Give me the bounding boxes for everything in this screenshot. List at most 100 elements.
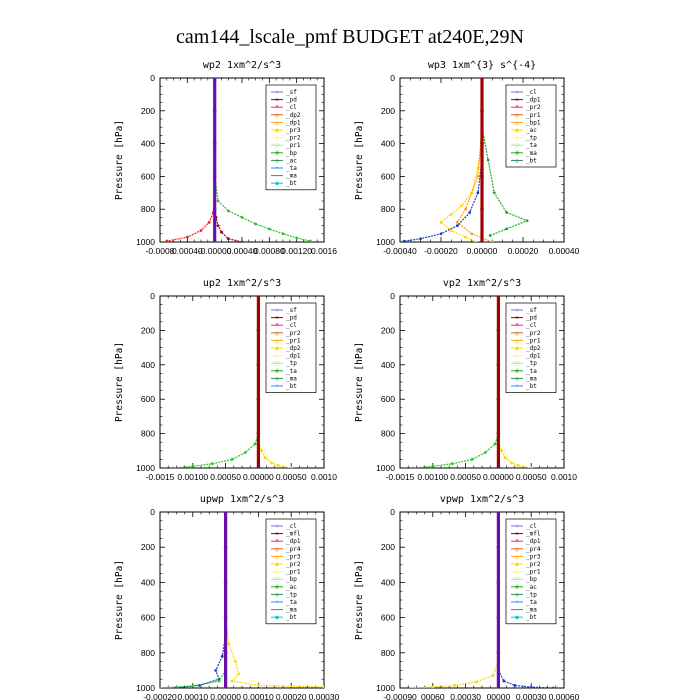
y-tick-label: 200	[141, 325, 155, 335]
data-point	[496, 363, 501, 367]
data-point	[199, 229, 203, 232]
legend-label: _sf	[286, 89, 297, 96]
data-point	[223, 651, 228, 655]
data-point	[491, 674, 495, 678]
x-tick-label: 0.00060	[549, 692, 580, 700]
legend-marker: ●	[275, 561, 279, 568]
data-point	[431, 464, 435, 468]
data-point	[160, 686, 162, 688]
legend-label: _ma	[526, 150, 537, 157]
data-point	[488, 234, 492, 237]
panel-3: up2 1xm^2/s^3 Pressure [hPa] 0 200 400 600 800…	[114, 278, 337, 482]
legend-label: _pr2	[286, 135, 301, 142]
data-point	[207, 220, 211, 224]
legend-marker: ◇	[275, 157, 279, 164]
data-point	[476, 175, 480, 178]
data-point	[490, 240, 494, 242]
legend-label: _mfl	[286, 531, 301, 538]
legend-marker: ◆	[515, 135, 519, 142]
y-tick-label: 200	[381, 325, 395, 335]
y-tick-label: 200	[381, 542, 395, 552]
x-tick-label: 0.00040	[227, 246, 258, 256]
data-point	[464, 207, 467, 211]
x-tick-label: -0.00090	[383, 692, 417, 700]
data-point	[516, 464, 520, 467]
x-tick-label: 0.0010	[311, 472, 337, 482]
legend-label: _ma	[526, 607, 537, 614]
legend-marker: *	[275, 322, 279, 329]
data-point	[295, 236, 299, 240]
data-point	[483, 451, 487, 454]
data-point	[171, 466, 175, 468]
legend-label: _bp	[286, 150, 297, 157]
data-point	[480, 174, 484, 179]
series-line	[257, 441, 292, 468]
data-point	[243, 451, 247, 454]
legend-marker: +	[275, 89, 279, 96]
x-tick-label: 0.00000	[243, 472, 274, 482]
legend-marker: ◇	[515, 157, 519, 164]
legend-marker: *	[275, 104, 279, 111]
x-tick-label: 0.00050	[210, 472, 241, 482]
legend-marker: ●	[275, 614, 279, 621]
legend-marker: •	[515, 599, 519, 606]
series-group	[171, 296, 293, 468]
legend-marker: *	[515, 104, 519, 111]
data-point	[212, 240, 217, 242]
legend-label: _mfl	[526, 531, 541, 538]
data-point	[529, 466, 533, 468]
series-group	[411, 296, 533, 468]
y-tick-label: 800	[381, 648, 395, 658]
x-tick-label: 0.00050	[516, 472, 547, 482]
series-line	[214, 78, 311, 242]
x-tick-label: -0.0008	[146, 246, 175, 256]
legend-marker: ○	[275, 112, 279, 119]
series-line	[214, 78, 243, 242]
y-tick-label: 400	[141, 360, 155, 370]
legend: + _cl × _mfl * _dp1 ○ _pr4 △ _pr3 ● _pr2 ◆ _pr1 □ _bp # _…	[505, 518, 557, 625]
data-point	[256, 328, 261, 333]
y-tick-label: 0	[150, 291, 155, 301]
x-tick-label: -0.00000	[198, 246, 232, 256]
data-point	[480, 109, 484, 113]
legend-marker: +	[275, 307, 279, 314]
data-point	[449, 229, 453, 232]
legend-marker: ◆	[275, 569, 279, 576]
data-point	[451, 462, 454, 466]
legend-marker: ×	[515, 315, 519, 322]
legend-label: _pr2	[526, 104, 541, 111]
y-tick-label: 800	[141, 204, 155, 214]
data-point	[439, 232, 443, 236]
legend-label: _tp	[286, 360, 297, 367]
legend-label: _cl	[526, 89, 537, 96]
legend-label: _bt	[286, 383, 297, 390]
legend-label: _cl	[286, 523, 297, 530]
series-line	[413, 433, 499, 468]
legend-label: _bt	[526, 157, 537, 164]
legend-marker: ●	[275, 180, 279, 187]
x-tick-label: -0.0015	[146, 472, 175, 482]
data-point	[480, 141, 484, 146]
legend-label: _ma	[286, 607, 297, 614]
legend-marker: △	[275, 337, 279, 344]
legend-marker: +	[515, 89, 519, 96]
legend-marker: ◇	[515, 375, 519, 382]
series-line	[225, 617, 324, 688]
legend-label: _pr2	[526, 330, 541, 337]
legend-label: _tp	[526, 360, 537, 367]
data-point	[493, 442, 497, 446]
legend-marker: -	[515, 607, 519, 614]
legend-marker: ●	[515, 614, 519, 621]
legend-label: _pr1	[286, 142, 301, 149]
data-point	[505, 227, 508, 231]
legend-marker: ×	[275, 97, 279, 104]
series-group	[402, 78, 529, 242]
legend-label: _pr3	[526, 553, 541, 560]
legend-marker: ○	[275, 330, 279, 337]
legend-marker: ×	[515, 97, 519, 104]
series-group	[165, 78, 312, 242]
x-tick-label: 0.00000	[210, 692, 241, 700]
data-point	[216, 224, 220, 228]
data-point	[230, 679, 234, 683]
legend-label: _dp1	[526, 97, 541, 104]
